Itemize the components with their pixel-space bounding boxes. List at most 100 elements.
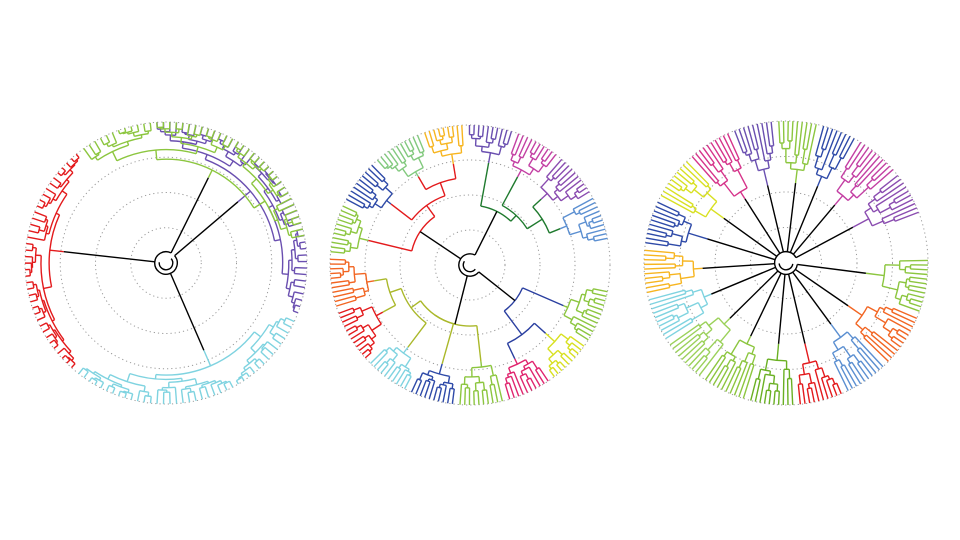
leaf-branch [124, 392, 127, 399]
branch-arc [726, 351, 736, 358]
leaf-branch [663, 190, 692, 209]
leaf-branch [840, 366, 854, 389]
leaf-branch [355, 339, 367, 348]
branch-arc [583, 217, 589, 227]
leaf-branch [814, 369, 825, 401]
branch [362, 324, 369, 329]
branch [386, 358, 391, 364]
leaf-branch [373, 351, 388, 368]
leaf-branch [32, 305, 39, 309]
branch [873, 208, 879, 213]
branch [803, 163, 806, 171]
branch-arc [182, 147, 231, 167]
leaf-branch [691, 355, 705, 370]
branch [383, 179, 389, 186]
branch [451, 154, 455, 165]
leaf-branch [123, 127, 127, 133]
branch [732, 356, 736, 362]
branch [834, 195, 844, 206]
leaf-branch [364, 352, 372, 359]
branch [856, 186, 870, 199]
leaf-branch [720, 361, 737, 390]
leaf-branch [814, 125, 825, 156]
branch-arc [758, 167, 770, 172]
leaf-branch [234, 141, 239, 148]
branch-arc [766, 389, 771, 392]
branch-arc [367, 324, 377, 337]
leaf-branch [662, 317, 692, 336]
branch [557, 349, 563, 356]
leaf-branch [331, 284, 350, 289]
branch [751, 346, 756, 355]
branch [394, 166, 400, 172]
branch-arc [705, 201, 718, 218]
leaf-branch [275, 332, 286, 340]
leaf-branch [228, 380, 234, 388]
leaf-branch [893, 190, 909, 201]
branch [587, 238, 595, 241]
leaf-branch [545, 154, 557, 168]
leaf-branch [714, 139, 728, 161]
leaf-branch [653, 210, 680, 222]
branch [669, 282, 682, 287]
branch [71, 357, 75, 361]
branch-arc [661, 276, 664, 281]
branch [853, 354, 860, 363]
root-arc [773, 250, 798, 276]
branch-arc [697, 333, 701, 338]
branch [575, 211, 581, 216]
branch-arc [887, 328, 894, 336]
branch [563, 305, 569, 309]
branch [350, 230, 357, 234]
leaf-branch [682, 164, 707, 188]
leaf-branch [36, 205, 43, 209]
leaf-branch [353, 186, 374, 201]
branch-arc [715, 180, 719, 184]
leaf-branch [533, 143, 541, 155]
branch [699, 321, 707, 327]
leaf-branch [451, 126, 455, 137]
leaf-branch [66, 359, 71, 364]
branch [369, 348, 373, 352]
branch [842, 346, 852, 358]
branch [673, 314, 678, 318]
leaf-branch [856, 362, 869, 380]
leaf-branch [876, 182, 904, 202]
branch [850, 339, 860, 350]
branch [688, 232, 708, 240]
leaf-branch [83, 148, 93, 160]
branch-arc [585, 233, 589, 241]
leaf-branch [870, 334, 896, 355]
branch-arc [440, 383, 447, 387]
branch [204, 154, 208, 160]
leaf-branch [193, 125, 197, 135]
branch [441, 323, 455, 365]
leaf-branch [891, 311, 916, 324]
branch-arc [518, 155, 523, 159]
circular-dendrogram-3 [643, 120, 929, 406]
leaf-branch [890, 339, 901, 348]
leaf-branch [538, 367, 549, 382]
leaf-branch [149, 122, 152, 131]
leaf-branch [694, 357, 708, 373]
leaf-branch [551, 161, 566, 177]
leaf-branch [335, 299, 357, 307]
branch [427, 378, 430, 382]
branch [737, 169, 748, 189]
branch-arc [436, 138, 444, 142]
leaf-branch [510, 376, 520, 397]
leaf-branch [578, 187, 588, 194]
leaf-branch [404, 140, 411, 152]
leaf-branch [459, 384, 463, 405]
leaf-branch [725, 366, 739, 392]
branch [207, 381, 210, 384]
leaf-branch [258, 358, 265, 365]
branch [820, 148, 825, 158]
leaf-branch [295, 304, 301, 308]
leaf-branch [847, 144, 866, 170]
branch [368, 239, 412, 252]
leaf-branch [791, 121, 794, 142]
branch-arc [670, 230, 674, 237]
leaf-branch [193, 391, 197, 401]
leaf-branch [581, 315, 598, 324]
